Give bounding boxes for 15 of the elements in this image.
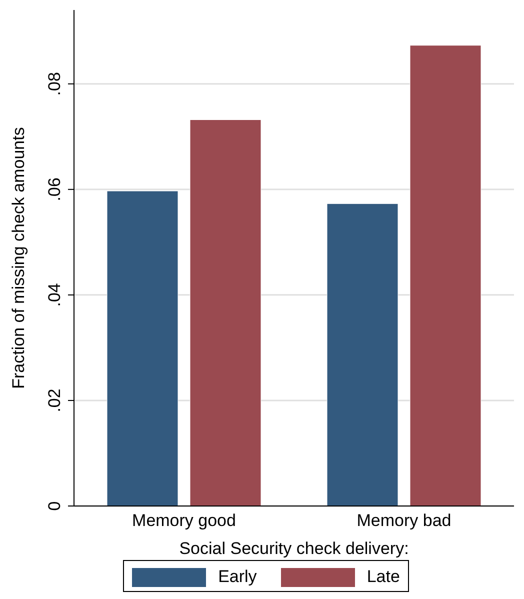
legend-label: Late bbox=[366, 567, 400, 587]
bar bbox=[106, 190, 178, 506]
y-axis-title: Fraction of missing check amounts bbox=[9, 127, 28, 389]
y-tick-label: 0 bbox=[45, 501, 64, 511]
x-tick-label: Memory bad bbox=[356, 511, 452, 530]
legend-label: Early bbox=[218, 567, 257, 587]
x-tick-label: Memory good bbox=[132, 511, 236, 530]
bar bbox=[190, 120, 262, 506]
y-tick-label: .06 bbox=[45, 178, 64, 202]
bar bbox=[410, 45, 482, 506]
y-tick-label: .08 bbox=[45, 72, 64, 96]
y-tick-label: .02 bbox=[45, 388, 64, 412]
y-tick-label: .04 bbox=[45, 283, 64, 307]
x-axis-title: Social Security check delivery: bbox=[179, 539, 409, 558]
bar bbox=[326, 203, 398, 506]
